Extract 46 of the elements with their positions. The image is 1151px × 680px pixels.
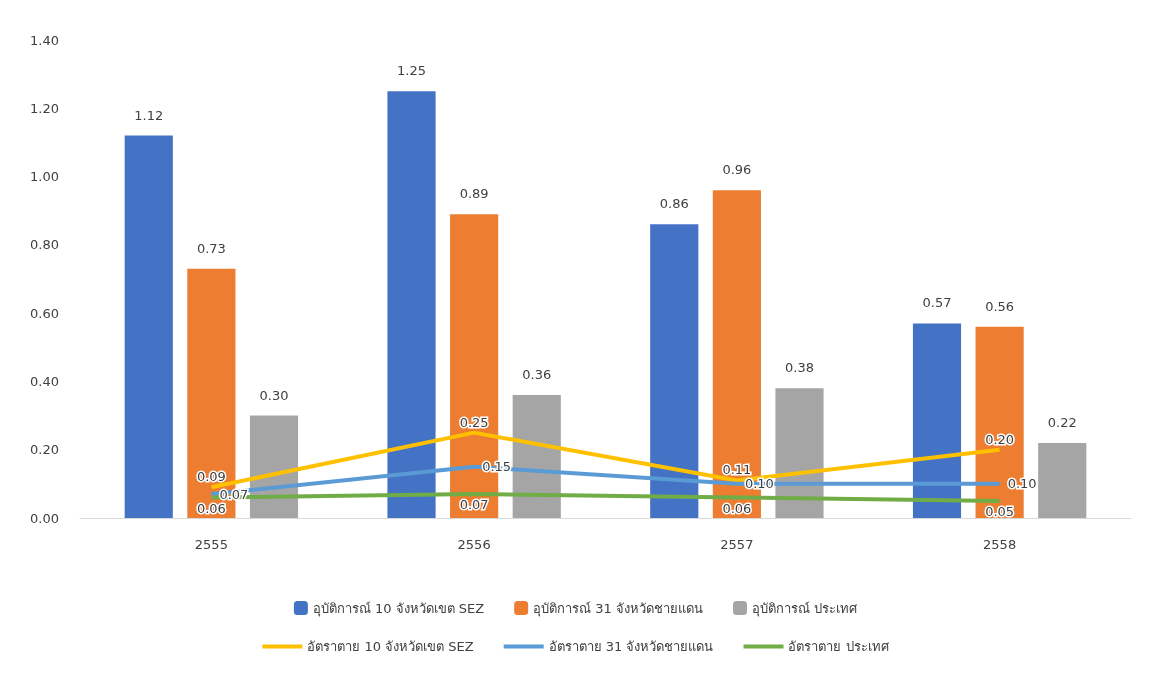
legend-label: อุบัติการณ์ 10 จังหวัดเขต SEZ (312, 600, 485, 617)
legend-label: อุบัติการณ์ 31 จังหวัดชายแดน (533, 600, 703, 617)
legend-label: อุบัติการณ์ ประเทศ (751, 600, 859, 617)
x-tick-label: 2557 (720, 537, 754, 552)
data-label: 0.96 (722, 162, 752, 178)
x-tick-label: 2558 (983, 537, 1017, 552)
legend-label: อัตราตาย 10 จังหวัดเขต SEZ (307, 639, 474, 654)
y-tick-label: 0.80 (30, 237, 59, 253)
data-label: 0.09 (196, 469, 226, 485)
bar (912, 323, 962, 518)
data-label: 0.22 (1047, 414, 1077, 430)
data-label: 0.11 (722, 462, 752, 478)
data-label: 0.06 (196, 500, 226, 516)
y-tick-label: 0.00 (30, 510, 59, 526)
bar (387, 91, 436, 518)
data-label: 1.12 (134, 107, 164, 123)
legend-label: อัตราตาย ประเทศ (788, 639, 890, 654)
data-label: 0.56 (985, 298, 1015, 314)
data-label: 0.06 (722, 500, 752, 516)
data-label: 0.05 (985, 503, 1015, 519)
data-label: 0.57 (922, 295, 952, 311)
data-label: 0.73 (196, 240, 226, 256)
data-label: 0.07 (219, 486, 249, 502)
data-label: 0.20 (985, 431, 1015, 447)
bar (1038, 442, 1087, 518)
y-tick-label: 1.00 (30, 169, 59, 185)
data-label: 1.25 (397, 63, 426, 79)
bar (775, 388, 824, 518)
data-label: 0.38 (785, 360, 814, 376)
y-tick-label: 0.60 (30, 305, 59, 321)
legend-label: อัตราตาย 31 จังหวัดชายแดน (548, 639, 714, 654)
bar (512, 395, 561, 518)
y-tick-label: 1.40 (30, 32, 59, 48)
y-tick-label: 0.40 (30, 373, 59, 389)
data-label: 0.07 (459, 497, 489, 513)
x-tick-label: 2556 (457, 537, 491, 552)
data-label: 0.86 (659, 196, 689, 212)
bar (124, 135, 173, 518)
data-label: 0.30 (259, 387, 289, 403)
x-tick-label: 2555 (194, 537, 228, 552)
data-label: 0.36 (522, 367, 552, 383)
data-label: 0.89 (459, 186, 489, 202)
bar (650, 224, 699, 518)
data-label: 0.25 (459, 414, 489, 430)
y-tick-label: 1.20 (30, 100, 59, 116)
y-tick-label: 0.20 (30, 442, 59, 458)
